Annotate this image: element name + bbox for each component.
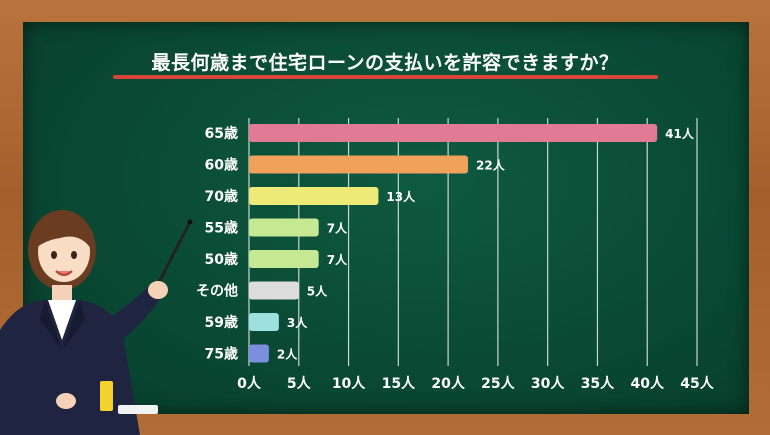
teacher-figure [0,210,168,435]
x-tick-label: 20人 [431,375,465,392]
data-label: 2人 [277,347,298,362]
bar [249,187,379,205]
bar [249,250,319,268]
x-tick-label: 45人 [680,375,714,392]
title-underline [113,75,658,79]
bars [249,124,658,363]
x-tick-label: 5人 [287,375,312,392]
chalkboard [23,22,749,414]
white-chalk [118,405,158,414]
x-tick-label: 35人 [581,375,615,392]
yellow-chalk [100,381,113,411]
data-label: 41人 [665,126,695,141]
x-tick-label: 25人 [481,375,515,392]
x-tick-label: 0人 [237,375,262,392]
category-label: 65歳 [205,125,238,142]
data-label: 7人 [327,252,348,267]
x-tick-label: 40人 [630,375,664,392]
pointer-stick [153,219,193,292]
bar [249,313,279,331]
category-label: 60歳 [205,157,238,174]
data-label: 22人 [476,158,506,173]
bar [249,344,269,363]
data-label: 5人 [307,284,328,299]
category-label: その他 [196,283,238,300]
data-label: 3人 [287,315,308,330]
x-tick-label: 30人 [531,375,565,392]
bar [249,281,299,300]
data-label: 7人 [327,221,348,236]
x-tick-label: 10人 [332,375,366,392]
x-tick-label: 15人 [382,375,416,392]
data-label: 13人 [386,189,416,204]
category-label: 59歳 [205,314,238,331]
category-label: 75歳 [205,346,238,363]
bar [249,155,469,174]
category-label: 50歳 [205,251,238,268]
chart-title: 最長何歳まで住宅ローンの支払いを許容できますか？ [151,52,619,74]
bar [249,124,658,142]
category-label: 55歳 [205,220,238,237]
bar [249,218,319,237]
category-label: 70歳 [205,188,238,205]
labels: 0人 5人 10人 15人 20人 25人 30人 35人 40人 45人 65歳 41人 60歳 22人… [196,125,715,392]
